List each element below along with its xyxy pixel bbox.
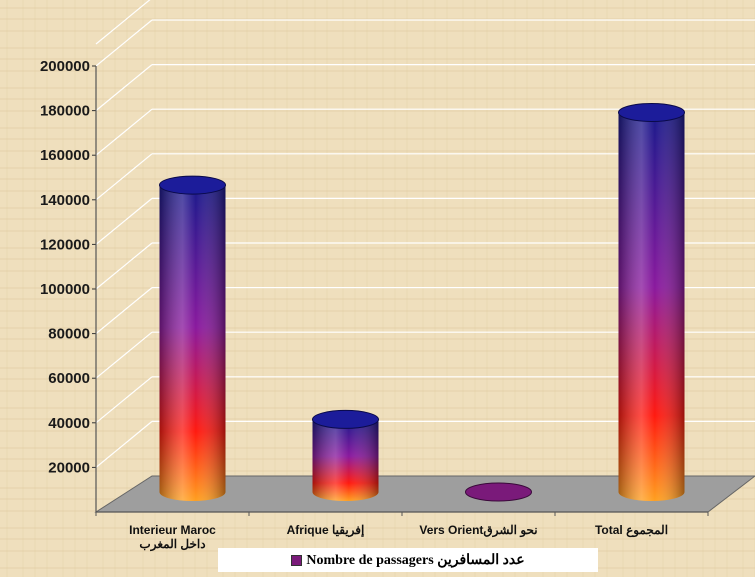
y-tick-label: 140000 — [40, 192, 90, 209]
gridline-slant — [95, 153, 153, 201]
y-tick-label: 200000 — [40, 58, 90, 75]
bar-disc — [465, 482, 532, 502]
category-label: Total المجموع — [595, 523, 668, 538]
bar-top — [618, 102, 685, 122]
gridline-slant — [95, 0, 151, 45]
gridline-slant — [95, 19, 153, 67]
gridline-slant — [95, 64, 153, 112]
y-tick-label: 120000 — [40, 236, 90, 253]
bar-top — [159, 175, 226, 195]
gridline-slant — [95, 331, 153, 379]
gridline-slant — [95, 108, 153, 156]
bar-shading — [618, 112, 685, 501]
legend-label: Nombre de passagers عدد المسافرين — [306, 552, 525, 568]
bar-shading — [312, 419, 379, 501]
gridline-slant — [95, 376, 153, 424]
category-label-secondary: داخل المغرب — [139, 537, 205, 552]
legend: Nombre de passagers عدد المسافرين — [218, 548, 598, 572]
y-tick-label: 160000 — [40, 147, 90, 164]
category-label: Vers Orientنحو الشرق — [419, 523, 537, 538]
y-tick-label: 80000 — [48, 326, 90, 343]
y-tick-label: 100000 — [40, 281, 90, 298]
bar-3 — [465, 482, 532, 502]
bar-4 — [618, 102, 685, 501]
legend-swatch — [291, 554, 303, 566]
y-tick-label: 180000 — [40, 103, 90, 120]
gridline-slant — [95, 197, 153, 245]
category-label: Interieur Maroc — [129, 523, 216, 537]
bar-1 — [159, 175, 226, 501]
bar-2 — [312, 409, 379, 501]
gridline-slant — [95, 420, 153, 468]
bar-top — [312, 409, 379, 429]
gridline-slant — [95, 287, 153, 335]
y-tick-label: 60000 — [48, 370, 90, 387]
gridline-slant — [95, 242, 153, 290]
y-tick-label: 40000 — [48, 415, 90, 432]
category-label: Afrique إفريقيا — [287, 523, 365, 538]
y-tick-label: 20000 — [48, 459, 90, 476]
bar-shading — [159, 185, 226, 501]
